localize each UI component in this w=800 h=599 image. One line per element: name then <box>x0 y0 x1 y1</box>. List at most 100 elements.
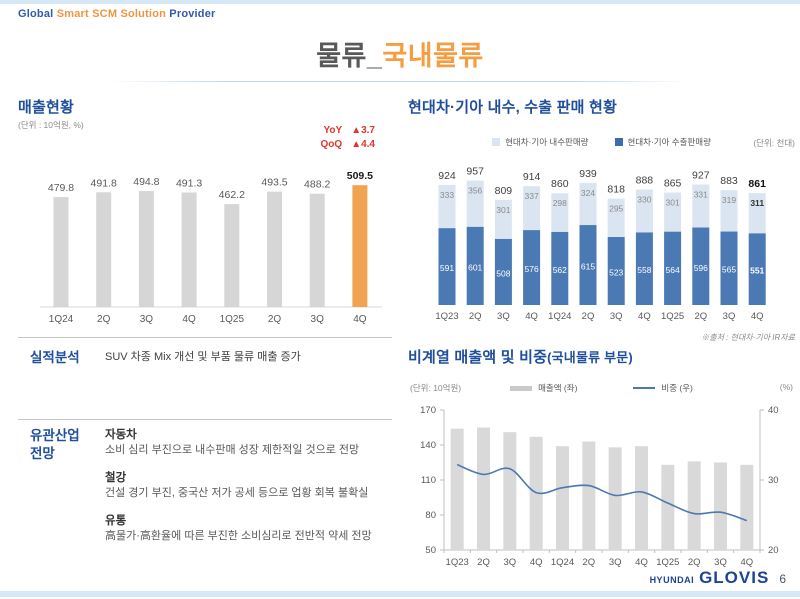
total-label: 888 <box>636 175 654 187</box>
export-segment <box>551 231 569 305</box>
export-segment <box>523 230 541 305</box>
total-label: 861 <box>748 178 766 190</box>
total-label: 924 <box>438 170 456 182</box>
domestic-label: 333 <box>440 190 454 200</box>
revenue-bar <box>661 464 675 550</box>
x-tick-label: 2Q <box>694 311 707 322</box>
revenue-bar <box>608 447 622 550</box>
x-tick-label: 3Q <box>723 311 736 322</box>
x-tick-label: 2Q <box>477 557 490 568</box>
brand-tagline: Global Smart SCM Solution Provider <box>18 8 216 20</box>
hyundai-kia-stacked-chart: 924 333 591 1Q23 957 356 601 2Q 809 301 508 3Q 914 33… <box>435 166 766 322</box>
export-segment <box>692 227 710 305</box>
domestic-label: 331 <box>694 189 708 199</box>
title-divider <box>110 81 690 82</box>
divider-analysis <box>18 337 392 338</box>
x-tick-label: 1Q24 <box>49 314 74 325</box>
total-label: 860 <box>551 178 569 190</box>
revenue-bar <box>687 461 701 550</box>
bar-value-label: 509.5 <box>347 170 373 182</box>
x-tick-label: 3Q <box>610 311 623 322</box>
legend-export-swatch-icon <box>614 138 623 146</box>
domestic-segment <box>551 193 569 232</box>
analysis-label: 실적분석 <box>30 350 80 365</box>
bar-value-label: 491.8 <box>91 177 117 189</box>
x-tick-label: 1Q25 <box>661 311 684 322</box>
legend-bar-swatch-icon <box>510 385 533 391</box>
domestic-label: 356 <box>468 186 482 196</box>
x-tick-label: 1Q23 <box>435 311 458 322</box>
hk-unit-label: (단위: 천대) <box>753 138 795 148</box>
outlook-item-desc: 건설 경기 부진, 중국산 저가 공세 등으로 업황 회복 불확실 <box>105 486 369 499</box>
domestic-segment <box>692 184 710 228</box>
sales-bar-chart: 479.8 1Q24 491.8 2Q 494.8 3Q 491.3 4Q 462.2 1Q25 4… <box>40 170 382 325</box>
page-number: 6 <box>779 572 786 586</box>
export-label: 564 <box>666 265 680 275</box>
x-tick-label: 4Q <box>530 557 543 568</box>
legend-line-label: 비중 (우) <box>661 383 693 393</box>
outlook-item-auto: 자동차 소비 심리 부진으로 내수판매 성장 제한적일 것으로 전망 <box>105 426 397 458</box>
domestic-segment <box>579 182 597 226</box>
total-label: 927 <box>692 169 710 181</box>
sales-bar <box>96 192 112 307</box>
sales-section-heading: 매출현황 <box>18 99 75 116</box>
export-label: 565 <box>722 265 736 275</box>
total-label: 957 <box>466 166 484 178</box>
legend-line-swatch-icon <box>633 387 656 389</box>
export-segment <box>438 228 456 305</box>
export-segment <box>748 233 766 305</box>
outlook-label: 유관산업 전망 <box>30 428 80 461</box>
left-tick-label: 140 <box>420 440 436 451</box>
domestic-segment <box>635 189 653 233</box>
x-tick-label: 3Q <box>714 557 727 568</box>
top-accent-strip <box>0 0 800 4</box>
export-label: 601 <box>468 262 482 272</box>
page-title-highlight: 국내물류 <box>382 41 484 71</box>
divider-outlook <box>18 419 392 420</box>
brand-global: Global <box>18 8 54 20</box>
export-label: 551 <box>750 266 764 276</box>
na-legend-items: 매출액 (좌) 비중 (우) <box>408 382 795 394</box>
legend-export: 현대차·기아 수출판매량 <box>614 136 711 148</box>
na-unit-right-label: (%) <box>779 382 793 392</box>
yoy-label: YoY <box>323 125 343 136</box>
sales-bar <box>224 204 240 307</box>
domestic-label: 301 <box>666 198 680 208</box>
bottom-accent-strip <box>0 591 800 597</box>
footer: HYUNDAI GLOVIS 6 <box>650 568 786 588</box>
revenue-bar <box>714 462 727 550</box>
x-tick-label: 3Q <box>140 314 154 325</box>
revenue-bar <box>477 427 490 550</box>
revenue-bar <box>556 446 569 550</box>
non-affiliate-combo-chart: 50 80 110 140 170 20 30 40 1Q23 2Q 3Q 4Q 1Q24 2Q 3Q 4Q 1… <box>420 405 779 568</box>
x-tick-label: 2Q <box>582 557 595 568</box>
left-tick-label: 170 <box>420 405 436 416</box>
domestic-segment <box>523 186 541 231</box>
qoq-value: ▲4.4 <box>351 139 375 150</box>
yoy-row: YoY ▲3.7 <box>270 124 375 138</box>
outlook-item-desc: 高물가·高환율에 따른 부진한 소비심리로 전반적 약세 전망 <box>105 529 372 542</box>
x-tick-label: 3Q <box>311 314 325 325</box>
bar-value-label: 462.2 <box>219 189 245 201</box>
bar-value-label: 491.3 <box>176 177 202 189</box>
logo-hyundai-text: HYUNDAI <box>649 575 695 585</box>
revenue-bar <box>740 464 754 550</box>
legend-export-label: 현대차·기아 수출판매량 <box>627 137 711 147</box>
x-tick-label: 1Q23 <box>446 557 469 568</box>
x-tick-label: 1Q24 <box>548 311 571 322</box>
export-segment <box>664 231 682 305</box>
export-segment <box>607 237 625 305</box>
legend-revenue-bar: 매출액 (좌) <box>510 382 577 394</box>
domestic-label: 298 <box>553 198 567 208</box>
total-label: 914 <box>523 171 541 183</box>
right-tick-label: 20 <box>768 545 779 556</box>
right-tick-label: 30 <box>768 475 779 486</box>
export-label: 562 <box>553 265 567 275</box>
domestic-label: 311 <box>750 198 764 208</box>
outlook-item-retail: 유통 高물가·高환율에 따른 부진한 소비심리로 전반적 약세 전망 <box>105 512 397 544</box>
brand-provider: Provider <box>169 8 216 20</box>
page-title-prefix: 물류_ <box>316 41 383 71</box>
x-tick-label: 4Q <box>635 557 648 568</box>
sales-bar <box>138 191 154 307</box>
total-label: 818 <box>607 184 625 196</box>
